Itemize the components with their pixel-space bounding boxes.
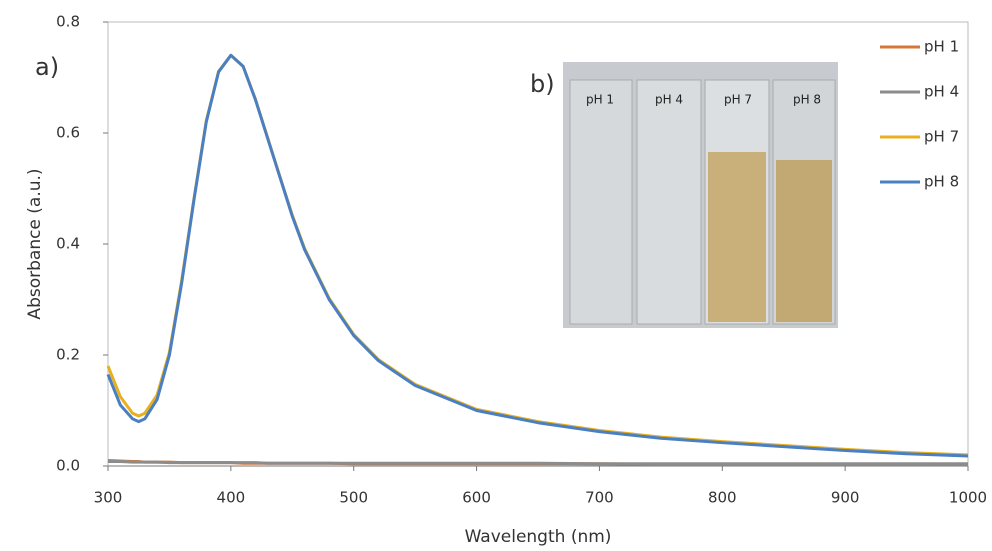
legend-label: pH 1 [924,38,959,56]
y-tick-label: 0.0 [56,457,80,475]
data-line [108,460,968,466]
x-tick-label: 900 [831,489,860,507]
cuvette-label: pH 7 [724,93,752,107]
y-tick-label: 0.2 [56,346,80,364]
cuvette [636,79,702,325]
cuvette-label: pH 8 [793,93,821,107]
cuvette-liquid [776,160,832,322]
x-tick-label: 300 [94,489,123,507]
y-axis-label: Absorbance (a.u.) [25,168,45,319]
legend-label: pH 4 [924,83,959,101]
y-tick-label: 0.8 [56,13,80,31]
x-tick-label: 400 [217,489,246,507]
y-tick-label: 0.6 [56,124,80,142]
x-tick-label: 700 [585,489,614,507]
cuvette [569,79,633,325]
legend-label: pH 8 [924,173,959,191]
y-tick-label: 0.4 [56,235,80,253]
legend-label: pH 7 [924,128,959,146]
cuvette-liquid [708,152,766,322]
x-axis-label: Wavelength (nm) [465,527,612,547]
x-tick-label: 600 [462,489,491,507]
data-line [106,53,969,457]
cuvette-label: pH 1 [586,93,614,107]
x-tick-label: 800 [708,489,737,507]
data-line [106,53,969,458]
x-tick-label: 500 [339,489,368,507]
cuvette-label: pH 4 [655,93,683,107]
inset-label: b) [530,70,555,98]
x-tick-label: 1000 [949,489,987,507]
panel-label: a) [35,53,59,81]
inset-photo [563,62,838,328]
